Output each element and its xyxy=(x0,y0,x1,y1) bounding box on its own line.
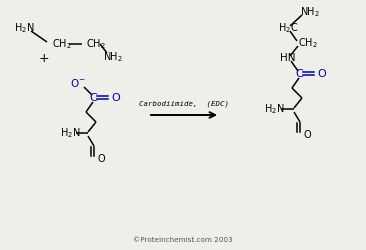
Text: O: O xyxy=(304,130,311,140)
Text: Carbodiimide,  (EDC): Carbodiimide, (EDC) xyxy=(139,100,229,107)
Text: C: C xyxy=(89,93,97,103)
Text: CH$_2$: CH$_2$ xyxy=(52,37,72,51)
Text: CH$_2$: CH$_2$ xyxy=(86,37,106,51)
Text: H$_2$N: H$_2$N xyxy=(60,126,81,140)
Text: C: C xyxy=(295,69,303,79)
Text: O$^{-}$: O$^{-}$ xyxy=(70,77,86,89)
Text: O: O xyxy=(98,154,106,164)
Text: H$_2$N: H$_2$N xyxy=(14,21,34,35)
Text: O: O xyxy=(317,69,326,79)
Text: HN: HN xyxy=(280,53,295,63)
Text: ©Proteinchemist.com 2003: ©Proteinchemist.com 2003 xyxy=(133,237,233,243)
Text: O: O xyxy=(111,93,120,103)
Text: NH$_2$: NH$_2$ xyxy=(300,5,320,19)
Text: H$_2$N: H$_2$N xyxy=(264,102,284,116)
Text: NH$_2$: NH$_2$ xyxy=(103,50,123,64)
Text: H$_2$C: H$_2$C xyxy=(278,21,298,35)
Text: +: + xyxy=(39,52,49,66)
Text: CH$_2$: CH$_2$ xyxy=(298,36,318,50)
